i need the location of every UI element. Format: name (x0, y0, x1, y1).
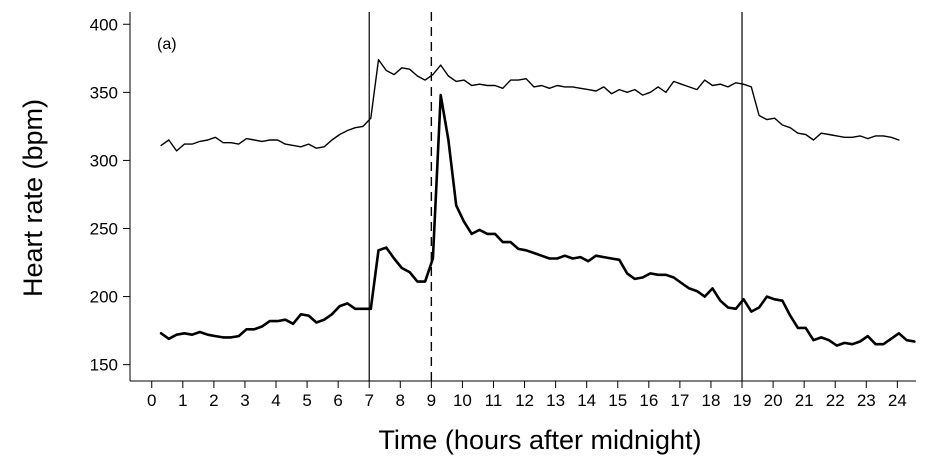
x-tick-label: 23 (857, 391, 876, 410)
y-tick-label: 200 (90, 288, 118, 307)
chart-labels: (a) Time (hours after midnight) Heart ra… (18, 36, 702, 455)
x-tick-label: 15 (608, 391, 627, 410)
y-tick-label: 250 (90, 219, 118, 238)
x-tick-label: 22 (826, 391, 845, 410)
x-tick-label: 21 (795, 391, 814, 410)
x-tick-label: 17 (670, 391, 689, 410)
x-tick-label: 10 (453, 391, 472, 410)
x-tick-label: 11 (485, 391, 503, 410)
x-tick-label: 19 (733, 391, 752, 410)
x-tick-label: 18 (701, 391, 720, 410)
y-tick-label: 150 (90, 356, 118, 375)
series-line-1 (160, 59, 900, 152)
x-tick-label: 2 (209, 391, 218, 410)
x-tick-label: 1 (178, 391, 187, 410)
x-tick-label: 24 (888, 391, 907, 410)
x-tick-label: 3 (240, 391, 249, 410)
x-tick-label: 0 (147, 391, 156, 410)
x-tick-label: 5 (302, 391, 311, 410)
x-tick-label: 14 (577, 391, 596, 410)
x-axis-title: Time (hours after midnight) (378, 425, 701, 455)
x-tick-label: 4 (271, 391, 280, 410)
x-tick-label: 13 (546, 391, 565, 410)
y-axis-title: Heart rate (bpm) (18, 99, 48, 297)
y-tick-label: 400 (90, 15, 118, 34)
y-tick-label: 350 (90, 83, 118, 102)
series-lines (159, 59, 916, 347)
x-tick-label: 9 (427, 391, 436, 410)
x-tick-label: 16 (639, 391, 658, 410)
x-tick-label: 8 (396, 391, 405, 410)
x-tick-label: 12 (515, 391, 534, 410)
y-tick-label: 300 (90, 151, 118, 170)
reference-lines (368, 12, 743, 381)
panel-label: (a) (157, 36, 177, 53)
x-tick-label: 20 (764, 391, 783, 410)
x-tick-label: 7 (364, 391, 373, 410)
series-line-2 (159, 93, 916, 347)
x-tick-label: 6 (333, 391, 342, 410)
